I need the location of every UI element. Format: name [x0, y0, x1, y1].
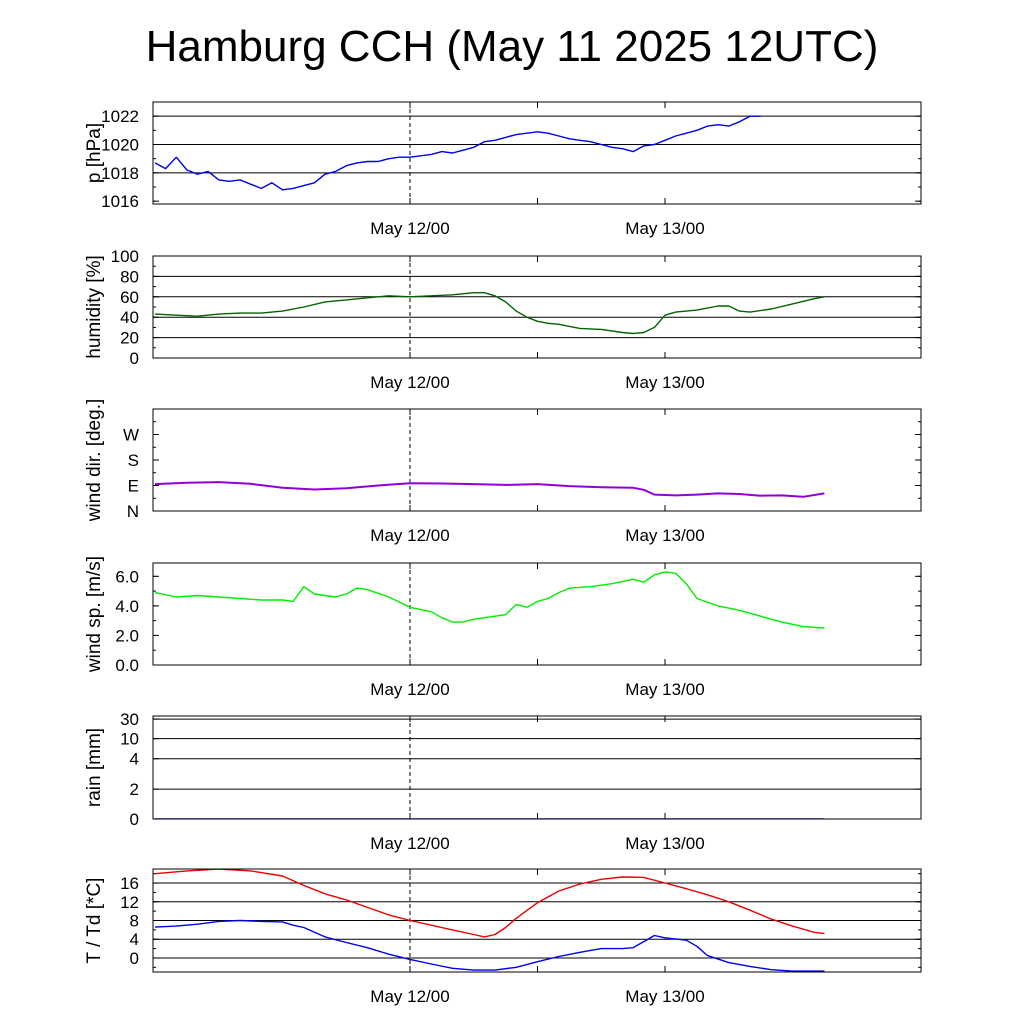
x-tick-label: May 12/00 [370, 680, 449, 699]
y-axis-label: T / Td [*C] [84, 878, 105, 964]
series-line-wind_direction [154, 481, 825, 498]
x-tick-label: May 13/00 [625, 373, 704, 392]
x-tick-label: May 12/00 [370, 834, 449, 853]
y-tick-label: 4 [130, 750, 139, 769]
y-tick-label: S [128, 451, 139, 470]
y-tick-label: 0 [130, 810, 139, 829]
y-axis-label: wind sp. [m/s] [84, 556, 105, 673]
series-line-humidity [154, 292, 825, 335]
plot-frame [152, 868, 922, 973]
y-tick-label: 0 [130, 949, 139, 968]
y-tick-label: W [123, 426, 139, 445]
y-tick-label: 80 [120, 267, 139, 286]
plot-frame [152, 715, 922, 820]
page-title: Hamburg CCH (May 11 2025 12UTC) [145, 22, 879, 71]
y-tick-label: 0 [130, 349, 139, 368]
series-line-wind_speed [154, 571, 825, 629]
y-tick-label: 20 [120, 329, 139, 348]
x-tick-label: May 12/00 [370, 219, 449, 238]
y-tick-label: 16 [120, 874, 139, 893]
y-axis-label: p [hPa] [84, 123, 105, 183]
y-tick-label: 4 [130, 930, 139, 949]
panel-wind_speed: 0.0 2.0 4.0 6.0 May 12/00 May 13/00 wind sp. [… [84, 556, 922, 699]
y-tick-label: E [128, 477, 139, 496]
y-axis-label: humidity [%] [84, 255, 105, 358]
y-tick-label: 4.0 [115, 597, 139, 616]
x-tick-label: May 13/00 [625, 987, 704, 1006]
y-tick-label: 1020 [101, 136, 139, 155]
y-tick-label: 8 [130, 912, 139, 931]
series-line-temperature [154, 919, 825, 972]
y-axis-label: rain [mm] [84, 728, 105, 807]
y-tick-label: 2 [130, 780, 139, 799]
y-tick-label: 2.0 [115, 626, 139, 645]
y-tick-label: 10 [120, 730, 139, 749]
x-tick-label: May 12/00 [370, 373, 449, 392]
y-axis-label: wind dir. [deg.] [84, 399, 105, 523]
x-tick-label: May 12/00 [370, 987, 449, 1006]
y-tick-label: 12 [120, 893, 139, 912]
y-tick-label: 0.0 [115, 656, 139, 675]
series-line-pressure [154, 115, 761, 191]
y-tick-label: 1018 [101, 164, 139, 183]
x-tick-label: May 13/00 [625, 834, 704, 853]
plot-frame [152, 101, 922, 205]
x-tick-label: May 13/00 [625, 680, 704, 699]
y-tick-label: 40 [120, 308, 139, 327]
y-tick-label: N [127, 502, 139, 521]
plot-frame [152, 255, 922, 359]
y-tick-label: 30 [120, 710, 139, 729]
panel-pressure: 1016 1018 1020 1022 May 12/00 May 13/00 p [hPa… [84, 101, 922, 238]
y-tick-label: 6.0 [115, 567, 139, 586]
x-tick-label: May 13/00 [625, 526, 704, 545]
y-tick-label: 1016 [101, 192, 139, 211]
y-tick-label: 1022 [101, 107, 139, 126]
plot-frame [152, 562, 922, 666]
y-tick-label: 100 [111, 247, 139, 266]
y-tick-label: 60 [120, 288, 139, 307]
x-tick-label: May 12/00 [370, 526, 449, 545]
x-tick-label: May 13/00 [625, 219, 704, 238]
plot-frame [152, 408, 922, 512]
series-line-temperature [154, 869, 825, 938]
